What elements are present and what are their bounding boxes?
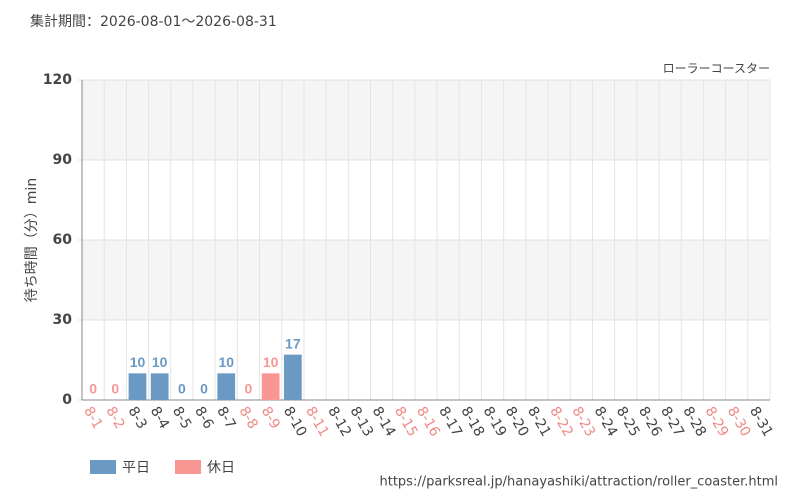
y-axis-label: 待ち時間（分）min (24, 178, 40, 302)
legend-swatch (175, 460, 201, 474)
y-tick-label: 60 (53, 232, 73, 248)
plot-band (82, 80, 770, 160)
data-label: 10 (218, 354, 234, 370)
data-label: 0 (200, 381, 208, 397)
bar (150, 373, 169, 400)
y-tick-label: 0 (62, 392, 72, 408)
bar (261, 373, 280, 400)
data-label: 10 (263, 354, 279, 370)
data-label: 10 (130, 354, 146, 370)
x-tick-label: 8-31 (746, 404, 776, 440)
data-label: 10 (152, 354, 168, 370)
x-tick-label: 8-4 (147, 404, 172, 432)
bar (217, 373, 236, 400)
x-tick-label: 8-9 (258, 404, 283, 432)
x-tick-label: 8-8 (236, 404, 261, 432)
legend-label: 平日 (122, 460, 150, 476)
data-label: 0 (245, 381, 253, 397)
x-tick-label: 8-5 (169, 404, 194, 432)
legend-label: 休日 (207, 460, 235, 476)
x-tick-label: 8-1 (80, 404, 105, 432)
y-tick-label: 90 (53, 152, 73, 168)
x-tick-label: 8-6 (191, 404, 216, 432)
data-label: 0 (111, 381, 119, 397)
legend-swatch (90, 460, 116, 474)
x-tick-label: 8-2 (102, 404, 127, 432)
bar (128, 373, 147, 400)
y-tick-label: 120 (43, 72, 72, 88)
data-label: 0 (89, 381, 97, 397)
x-tick-label: 8-3 (125, 404, 150, 432)
plot-band (82, 240, 770, 320)
y-tick-label: 30 (53, 312, 73, 328)
data-label: 0 (178, 381, 186, 397)
chart-subtitle: ローラーコースター (663, 62, 770, 76)
chart-title: 集計期間：2026-08-01～2026-08-31 (30, 13, 277, 30)
x-tick-label: 8-7 (213, 404, 238, 432)
data-label: 17 (285, 335, 301, 351)
bar (283, 354, 302, 400)
source-url: https://parksreal.jp/hanayashiki/attract… (380, 475, 779, 490)
